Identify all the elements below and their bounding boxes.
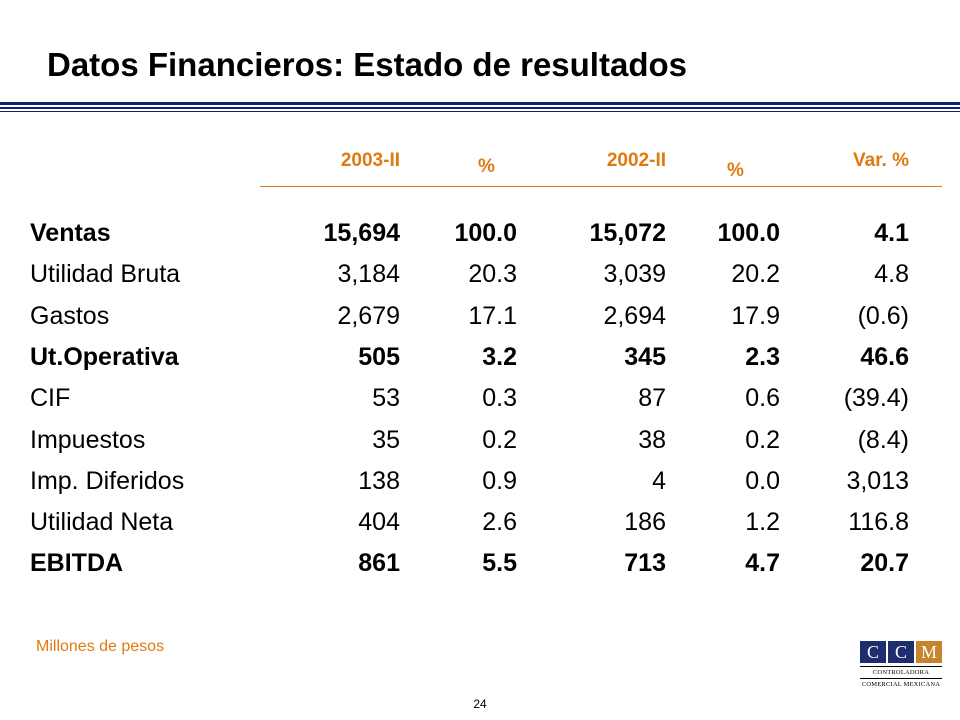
table-row: Ut.Operativa 505 3.2 345 2.3 46.6 [0, 343, 960, 383]
pct-2003-cell: 0.2 [482, 425, 517, 454]
row-label: Imp. Diferidos [30, 466, 185, 495]
value-2003-cell: 3,184 [337, 260, 400, 289]
column-header-var: Var. % [853, 150, 909, 171]
pct-2002-cell: 20.2 [731, 260, 780, 289]
value-2002-cell: 4 [652, 466, 666, 495]
pct-2003-cell: 100.0 [454, 219, 517, 247]
logo-letter: M [916, 641, 942, 663]
variation-pct-cell: (8.4) [857, 425, 909, 454]
row-label: Impuestos [30, 425, 146, 454]
pct-2003-cell: 17.1 [468, 301, 517, 330]
table-row: EBITDA 861 5.5 713 4.7 20.7 [0, 549, 960, 589]
variation-pct-cell: (0.6) [857, 301, 909, 330]
table-row: Ventas 15,694 100.0 15,072 100.0 4.1 [0, 219, 960, 259]
header-underline [260, 186, 942, 187]
table-row: Impuestos 35 0.2 38 0.2 (8.4) [0, 426, 960, 466]
variation-pct-cell: 4.1 [874, 219, 909, 247]
variation-pct-cell: 20.7 [860, 549, 909, 578]
row-label: EBITDA [30, 549, 124, 578]
variation-pct-cell: 3,013 [846, 466, 909, 495]
value-2002-cell: 2,694 [603, 301, 666, 330]
row-label: CIF [30, 384, 71, 413]
company-logo: C C M CONTROLADORA COMERCIAL MEXICANA [860, 641, 942, 688]
logo-text: COMERCIAL MEXICANA [860, 678, 942, 688]
pct-2002-cell: 0.0 [745, 466, 780, 495]
table-row: CIF 53 0.3 87 0.6 (39.4) [0, 384, 960, 424]
units-footnote: Millones de pesos [36, 638, 165, 655]
title-rule [0, 111, 960, 112]
row-label: Ut.Operativa [30, 342, 179, 371]
title-rule [0, 107, 960, 109]
table-row: Imp. Diferidos 138 0.9 4 0.0 3,013 [0, 467, 960, 507]
table-row: Utilidad Neta 404 2.6 186 1.2 116.8 [0, 508, 960, 548]
pct-2003-cell: 0.3 [482, 384, 517, 413]
pct-2002-cell: 4.7 [745, 549, 780, 578]
variation-pct-cell: 4.8 [874, 260, 909, 289]
logo-text: CONTROLADORA [860, 666, 942, 676]
row-label: Utilidad Bruta [30, 260, 181, 289]
pct-2003-cell: 3.2 [482, 342, 517, 371]
column-header-2002: 2002-II [606, 150, 666, 171]
logo-letter: C [888, 641, 914, 663]
variation-pct-cell: 46.6 [860, 342, 909, 371]
value-2003-cell: 861 [358, 549, 400, 578]
value-2003-cell: 53 [372, 384, 400, 413]
page-number: 24 [473, 697, 487, 711]
row-label: Gastos [30, 301, 110, 330]
pct-2003-cell: 2.6 [482, 508, 517, 537]
value-2002-cell: 38 [638, 425, 666, 454]
value-2002-cell: 186 [624, 508, 666, 537]
value-2003-cell: 35 [372, 425, 400, 454]
value-2003-cell: 505 [358, 342, 400, 371]
value-2002-cell: 15,072 [589, 219, 666, 247]
pct-2003-cell: 0.9 [482, 466, 517, 495]
value-2002-cell: 3,039 [603, 260, 666, 289]
variation-pct-cell: 116.8 [848, 508, 909, 537]
column-header-pct-2002: % [727, 160, 744, 181]
pct-2002-cell: 100.0 [717, 219, 780, 247]
row-label: Utilidad Neta [30, 508, 174, 537]
pct-2002-cell: 1.2 [745, 508, 780, 537]
value-2002-cell: 345 [624, 342, 666, 371]
value-2002-cell: 87 [638, 384, 666, 413]
value-2003-cell: 15,694 [323, 219, 400, 247]
variation-pct-cell: (39.4) [843, 384, 909, 413]
value-2003-cell: 138 [358, 466, 400, 495]
column-header-2003: 2003-II [340, 150, 400, 171]
pct-2003-cell: 20.3 [468, 260, 517, 289]
row-label: Ventas [30, 219, 111, 247]
pct-2003-cell: 5.5 [482, 549, 517, 578]
pct-2002-cell: 17.9 [731, 301, 780, 330]
column-header-pct-2003: % [478, 156, 495, 177]
table-row: Utilidad Bruta 3,184 20.3 3,039 20.2 4.8 [0, 260, 960, 300]
value-2003-cell: 404 [358, 508, 400, 537]
pct-2002-cell: 2.3 [745, 342, 780, 371]
table-row: Gastos 2,679 17.1 2,694 17.9 (0.6) [0, 302, 960, 342]
logo-letter: C [860, 641, 886, 663]
value-2003-cell: 2,679 [337, 301, 400, 330]
value-2002-cell: 713 [624, 549, 666, 578]
page-title: Datos Financieros: Estado de resultados [47, 46, 687, 83]
pct-2002-cell: 0.6 [745, 384, 780, 413]
title-rule [0, 102, 960, 105]
pct-2002-cell: 0.2 [745, 425, 780, 454]
